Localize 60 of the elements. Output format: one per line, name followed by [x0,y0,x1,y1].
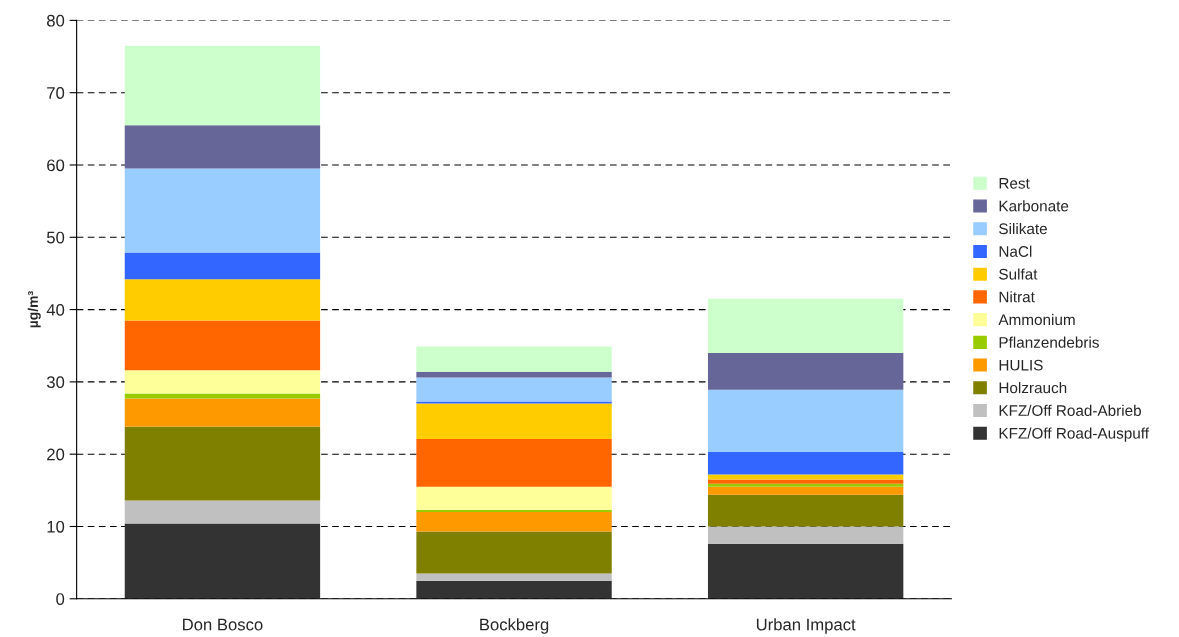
bar [707,474,904,480]
legend-label: Ammonium [998,313,1075,326]
bar [124,370,321,394]
legend-label: Rest [999,178,1030,189]
legend-label: KFZ/Off Road-Auspuff [999,427,1150,442]
bar [707,526,904,544]
x-tick-label: Bockberg [480,618,549,634]
bar [707,483,904,487]
y-tick-label: 60 [47,159,65,172]
bar [124,398,321,427]
bar [416,512,612,532]
bar [416,401,612,404]
bar [707,479,904,484]
bar [707,543,904,599]
x-tick-label: Don Bosco [183,618,263,631]
bar [124,45,321,126]
bar [707,452,904,475]
legend-label: Silikate [999,222,1047,235]
legend-label: KFZ/Off Road-Abrieb [999,404,1141,416]
bar [707,389,904,453]
bar [416,403,612,439]
y-tick-label: 50 [46,231,65,244]
y-tick-label: 80 [47,14,65,27]
bar [416,377,612,402]
legend-label: HULIS [999,359,1043,371]
y-axis-title: µg/m³ [27,291,41,328]
legend-label: NaCl [999,245,1032,257]
bar [416,580,612,599]
y-tick-label: 20 [47,448,65,461]
legend-label: Karbonate [999,200,1069,212]
bar [416,439,612,487]
x-tick-label: Urban Impact [756,618,856,634]
bar [124,523,321,599]
bar [416,486,612,510]
legend-label: Holzrauch [999,382,1067,394]
bar [124,393,321,399]
bar [416,346,612,372]
y-tick-label: 40 [46,303,65,316]
bar [416,531,612,574]
bar [124,252,321,280]
y-tick-label: 0 [56,593,65,605]
bar [416,371,612,378]
legend-label: Pflanzendebris [999,336,1099,348]
y-tick-label: 10 [47,520,65,533]
bar [124,320,321,371]
bar [124,500,321,524]
bar [416,509,612,513]
y-tick-label: 70 [47,87,65,99]
bar [707,352,904,390]
bar [124,279,321,321]
bar [707,494,904,527]
y-tick-label: 30 [46,376,65,389]
bar [707,298,904,353]
bar [124,125,321,169]
bar [124,426,321,501]
legend-label: Nitrat [999,291,1035,303]
bar [707,486,904,495]
legend-label: Sulfat [999,268,1038,280]
bar [416,573,612,581]
bar [124,168,321,253]
